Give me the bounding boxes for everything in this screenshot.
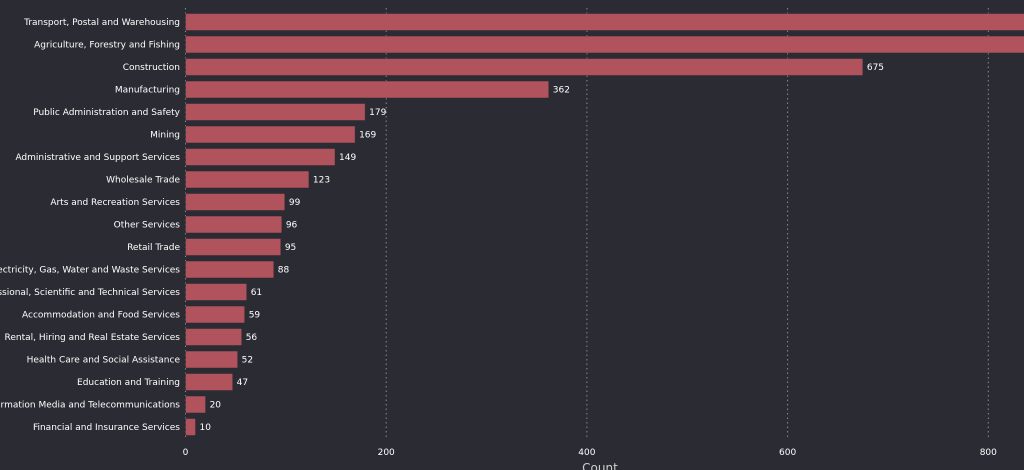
category-label: Electricity, Gas, Water and Waste Servic… — [0, 266, 180, 276]
value-label: 47 — [237, 378, 248, 388]
value-label: 123 — [313, 176, 330, 186]
bar — [185, 148, 336, 166]
category-label: Health Care and Social Assistance — [27, 356, 181, 366]
category-label: Wholesale Trade — [106, 176, 180, 186]
value-label: 88 — [278, 266, 290, 276]
category-label: Professional, Scientific and Technical S… — [0, 288, 180, 298]
bar — [185, 418, 196, 436]
x-tick-label: 600 — [779, 448, 796, 458]
bar — [185, 260, 275, 279]
bar — [185, 80, 550, 99]
category-label: Other Services — [114, 221, 181, 231]
category-label: Education and Training — [77, 378, 180, 388]
category-label: Construction — [123, 63, 180, 73]
value-label: 149 — [339, 153, 356, 163]
value-label: 10 — [200, 423, 212, 433]
category-label: Financial and Insurance Services — [33, 423, 180, 433]
x-tick-label: 200 — [378, 448, 395, 458]
value-label: 56 — [246, 333, 258, 343]
bar — [185, 350, 238, 369]
value-label: 52 — [242, 356, 253, 366]
bar — [185, 395, 206, 414]
category-label: Public Administration and Safety — [33, 108, 180, 118]
category-label: Arts and Recreation Services — [50, 198, 180, 208]
bar — [185, 238, 282, 256]
category-label: Information Media and Telecommunications — [0, 401, 180, 411]
bar — [185, 305, 245, 324]
category-label: Retail Trade — [127, 243, 180, 253]
category-label: Mining — [150, 131, 180, 141]
bar — [185, 215, 283, 234]
bar — [185, 13, 1024, 31]
x-tick-label: 800 — [980, 448, 997, 458]
category-labels: Transport, Postal and Warehousing Agricul… — [0, 18, 181, 433]
category-label: Accommodation and Food Services — [22, 311, 180, 321]
bar — [185, 170, 310, 189]
category-label: Manufacturing — [115, 86, 180, 96]
bar — [185, 125, 356, 144]
value-label: 96 — [286, 221, 298, 231]
bar — [185, 373, 233, 391]
bar — [185, 328, 242, 346]
bar — [185, 58, 864, 76]
bar — [185, 35, 1024, 54]
value-label: 169 — [359, 131, 376, 141]
bar — [185, 193, 286, 211]
value-label: 20 — [210, 401, 222, 411]
category-label: Agriculture, Forestry and Fishing — [34, 41, 180, 51]
value-label: 59 — [249, 311, 261, 321]
value-label: 675 — [867, 63, 884, 73]
category-label: Transport, Postal and Warehousing — [23, 18, 180, 28]
bars — [185, 13, 1024, 436]
x-tick-label: 400 — [578, 448, 595, 458]
value-label: 179 — [369, 108, 386, 118]
x-axis-title: Count — [582, 461, 618, 470]
value-label: 61 — [251, 288, 262, 298]
x-axis-ticks: 02004006008001000 — [183, 448, 998, 458]
value-labels: 1122104567536217916914912399969588615956… — [200, 63, 885, 433]
value-label: 99 — [289, 198, 301, 208]
category-label: Rental, Hiring and Real Estate Services — [5, 333, 181, 343]
x-tick-label: 0 — [183, 448, 189, 458]
category-label: Administrative and Support Services — [15, 153, 180, 163]
bar — [185, 103, 366, 121]
bar — [185, 283, 247, 301]
value-label: 362 — [553, 86, 570, 96]
value-label: 95 — [285, 243, 296, 253]
